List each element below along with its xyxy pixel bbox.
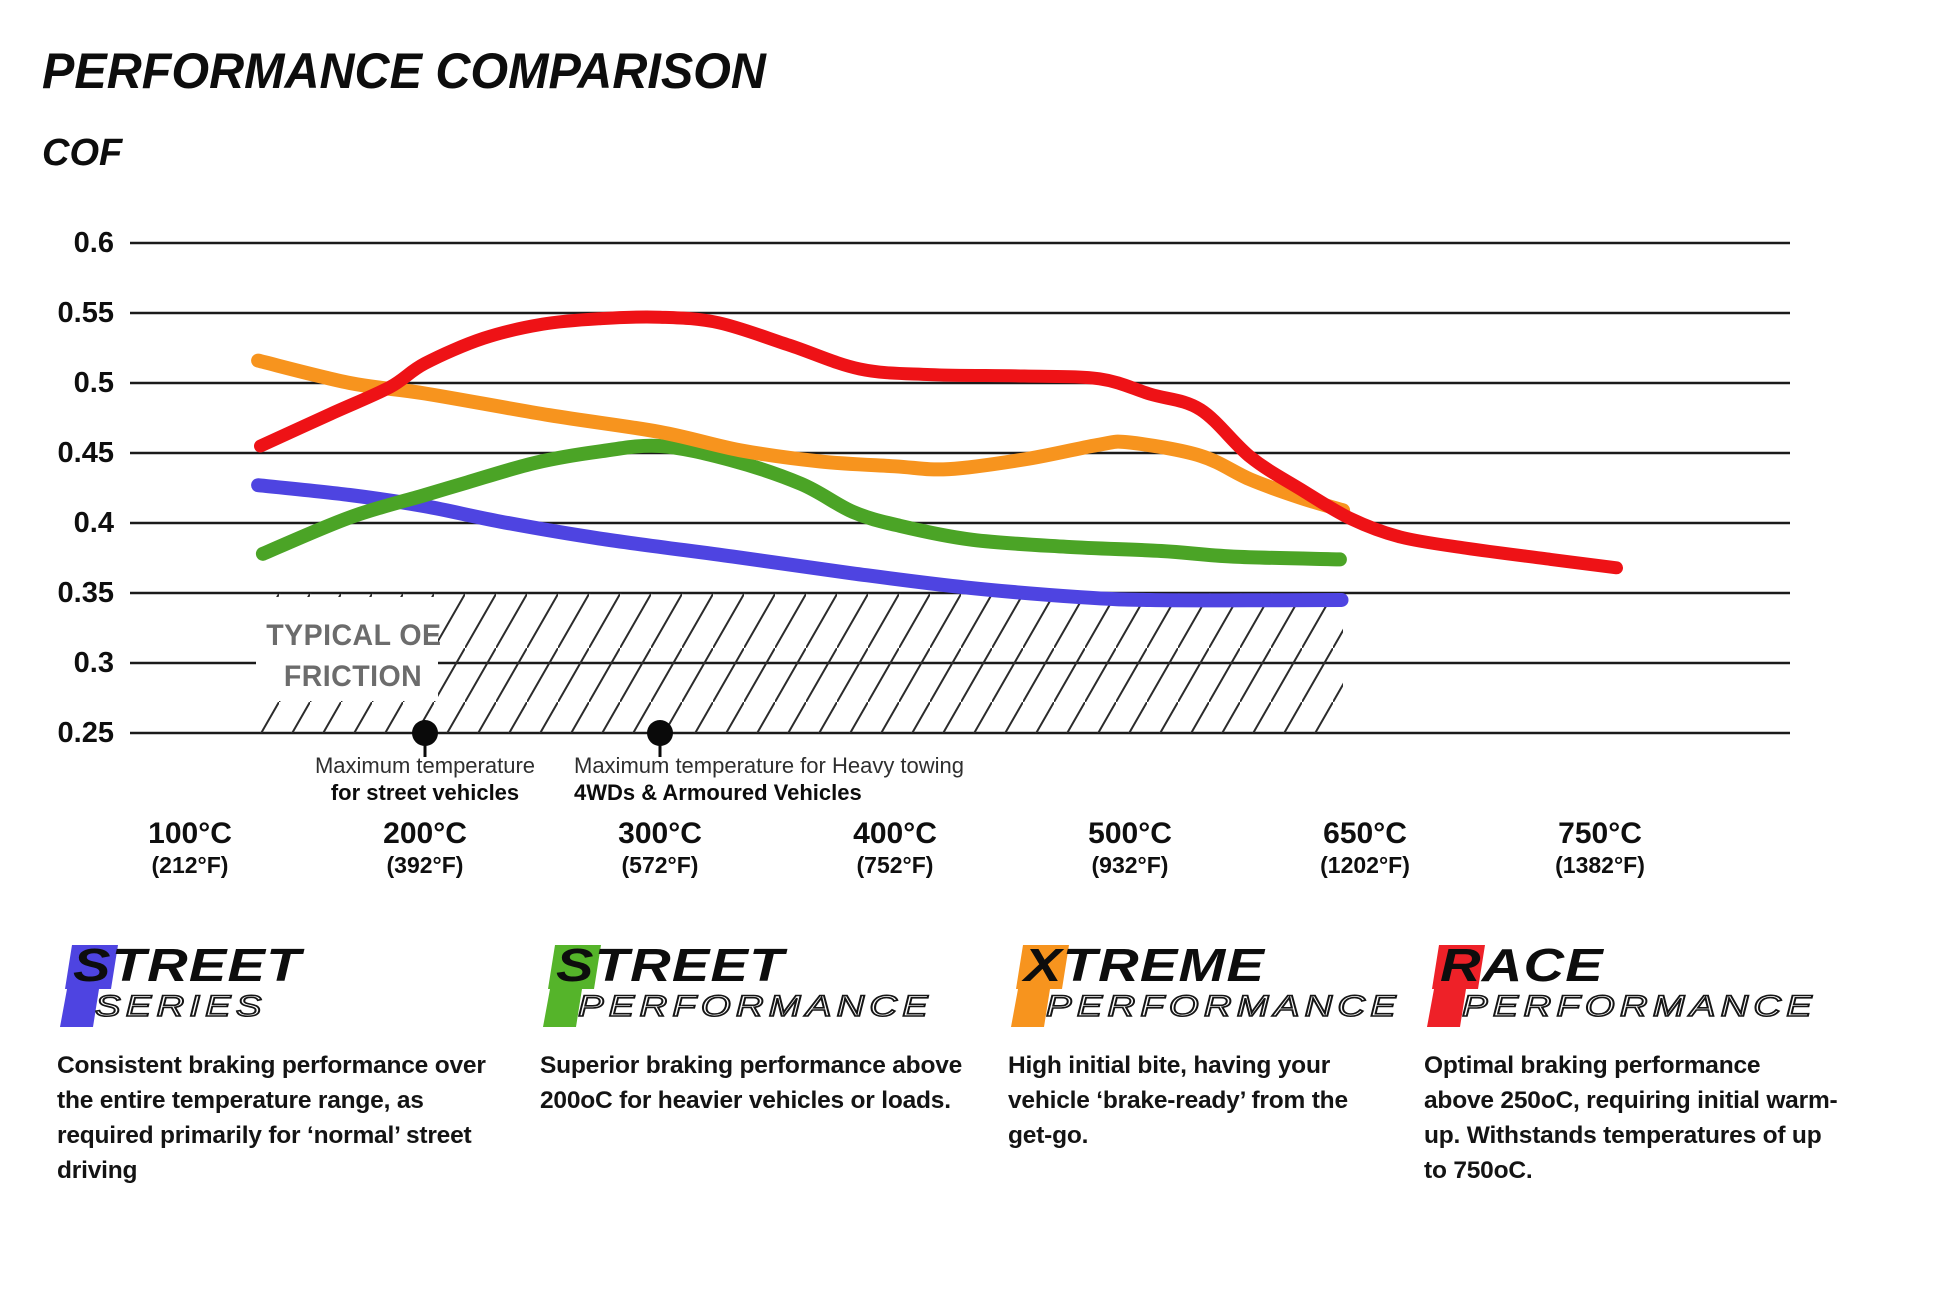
marker-annotation-line2: 4WDs & Armoured Vehicles [574,780,862,805]
legend-product-subname: PERFORMANCE [1461,989,1818,1024]
x-tick-label: 500°C (932°F) [1010,818,1250,880]
curve-xtreme-performance [251,353,1351,518]
marker-annotation-200c: Maximum temperature for street vehicles [225,753,625,806]
x-tick-fahrenheit: (212°F) [151,852,229,878]
legend-product-subname: PERFORMANCE [577,989,934,1024]
legend-race-performance: RACE PERFORMANCE Optimal braking performan… [1424,939,1894,1184]
legend-product-subname: PERFORMANCE [1045,989,1402,1024]
x-tick-celsius: 200°C [383,817,467,850]
marker-dot-200c [412,720,438,746]
x-tick-fahrenheit: (752°F) [856,852,934,878]
x-tick-celsius: 750°C [1558,817,1642,850]
x-tick-celsius: 400°C [853,817,937,850]
legend-description: Optimal braking performance above 250oC,… [1424,1052,1838,1184]
legend-description: High initial bite, having your vehicle ‘… [1008,1052,1348,1149]
x-tick-fahrenheit: (932°F) [1091,852,1169,878]
oe-friction-label-line: FRICTION [283,660,423,693]
brand-badge-shape [1011,945,1069,1027]
x-tick-label: 200°C (392°F) [305,818,545,880]
x-tick-label: 400°C (752°F) [775,818,1015,880]
marker-annotation-line1: Maximum temperature for Heavy towing [574,753,965,778]
legend-street-performance: STREET PERFORMANCE Superior braking perfor… [540,939,1010,1114]
oe-friction-band [258,593,1343,733]
legend-product-name: STREET [73,939,302,991]
y-tick-label: 0.55 [57,297,114,329]
legend-product-subname: SERIES [94,989,267,1024]
x-tick-celsius: 650°C [1323,817,1407,850]
legend-product-name: RACE [1440,939,1604,991]
brand-logo: XTREME PERFORMANCE [1008,939,1478,1042]
curve-street-performance [255,438,1347,567]
y-tick-label: 0.45 [57,437,114,469]
oe-friction-label-line: TYPICAL OE [266,619,442,652]
brand-logo: STREET SERIES [57,939,527,1042]
y-tick-label: 0.5 [73,367,114,399]
x-tick-fahrenheit: (392°F) [386,852,464,878]
chart-title: PERFORMANCE COMPARISON [42,43,766,99]
x-tick-celsius: 500°C [1088,817,1172,850]
legend-description: Superior braking performance above 200oC… [540,1052,963,1114]
y-tick-label: 0.25 [57,717,114,749]
curve-race-performance [254,310,1623,575]
brand-badge-shape [543,945,601,1027]
legend-product-name: STREET [556,939,785,991]
y-tick-label: 0.4 [73,507,114,539]
x-tick-fahrenheit: (572°F) [621,852,699,878]
legend-street-series: STREET SERIES Consistent braking performan… [57,939,527,1184]
oe-label-backdrop [256,597,438,701]
x-tick-label: 100°C (212°F) [70,818,310,880]
legend-description: Consistent braking performance over the … [57,1052,486,1184]
legend-product-name: XTREME [1024,939,1266,991]
y-tick-label: 0.6 [73,227,114,259]
y-tick-label: 0.3 [73,647,114,679]
marker-annotation-line1: Maximum temperature [314,753,536,778]
x-tick-celsius: 300°C [618,817,702,850]
marker-annotation-line2: for street vehicles [330,780,520,805]
marker-dot-300c [647,720,673,746]
brand-badge-shape [60,945,118,1027]
brand-logo: RACE PERFORMANCE [1424,939,1894,1042]
marker-annotation-300c: Maximum temperature for Heavy towing 4WDs… [574,753,1134,806]
x-tick-celsius: 100°C [148,817,232,850]
curve-street-series [251,478,1349,608]
y-axis-title: COF [42,132,123,174]
x-tick-label: 650°C (1202°F) [1245,818,1485,880]
x-tick-label: 300°C (572°F) [540,818,780,880]
x-tick-label: 750°C (1382°F) [1480,818,1720,880]
x-tick-fahrenheit: (1382°F) [1555,852,1645,878]
x-tick-fahrenheit: (1202°F) [1320,852,1410,878]
brand-logo: STREET PERFORMANCE [540,939,1010,1042]
y-tick-label: 0.35 [57,577,114,609]
legend-xtreme-performance: XTREME PERFORMANCE High initial bite, havi… [1008,939,1478,1149]
brand-badge-shape [1427,945,1485,1027]
